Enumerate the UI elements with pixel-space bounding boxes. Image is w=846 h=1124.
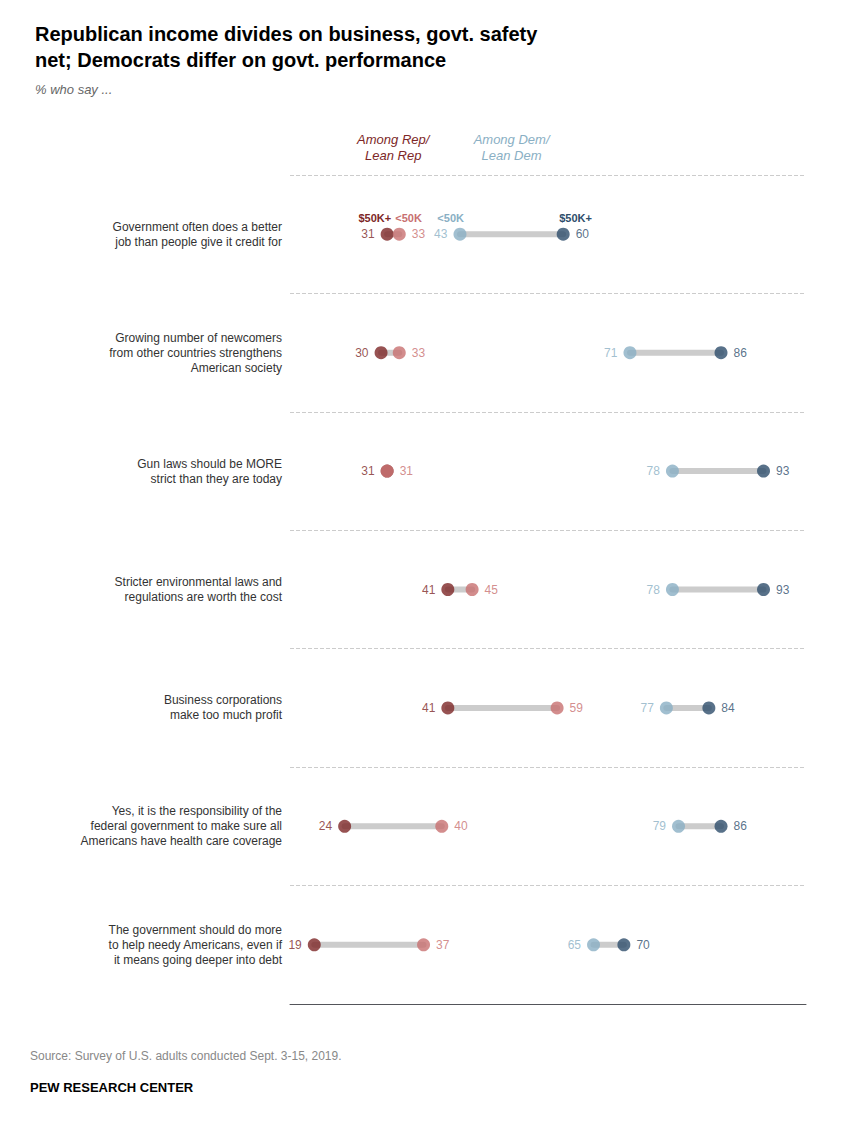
svg-text:93: 93 [776, 464, 790, 478]
svg-text:Americans have health care cov: Americans have health care coverage [81, 834, 283, 848]
svg-text:31: 31 [361, 227, 375, 241]
svg-text:71: 71 [604, 346, 618, 360]
svg-text:60: 60 [576, 227, 590, 241]
svg-text:$50K+: $50K+ [559, 212, 592, 224]
svg-text:from other countries strengthe: from other countries strengthens [109, 346, 282, 360]
svg-text:Gun laws should be MORE: Gun laws should be MORE [137, 457, 282, 471]
svg-text:93: 93 [776, 583, 790, 597]
svg-text:$50K+: $50K+ [358, 212, 391, 224]
svg-text:70: 70 [636, 938, 650, 952]
svg-text:33: 33 [412, 227, 426, 241]
svg-text:<50K: <50K [437, 212, 464, 224]
svg-text:Growing number of newcomers: Growing number of newcomers [115, 331, 282, 345]
svg-text:American society: American society [191, 361, 282, 375]
svg-text:Source: Survey of U.S. adults: Source: Survey of U.S. adults conducted … [30, 1049, 342, 1063]
svg-text:78: 78 [647, 583, 661, 597]
svg-text:strict than they are today: strict than they are today [151, 472, 282, 486]
svg-text:19: 19 [288, 938, 302, 952]
svg-text:net; Democrats differ on govt.: net; Democrats differ on govt. performan… [35, 49, 446, 71]
svg-text:31: 31 [400, 464, 414, 478]
svg-text:37: 37 [436, 938, 450, 952]
svg-text:<50K: <50K [395, 212, 422, 224]
svg-text:make too much profit: make too much profit [170, 708, 283, 722]
svg-text:65: 65 [568, 938, 582, 952]
svg-text:Republican income divides on b: Republican income divides on business, g… [35, 23, 538, 45]
svg-text:% who say ...: % who say ... [35, 82, 112, 97]
svg-text:24: 24 [319, 819, 333, 833]
svg-text:Lean Rep: Lean Rep [365, 148, 421, 163]
svg-text:43: 43 [434, 227, 448, 241]
svg-text:84: 84 [721, 701, 735, 715]
svg-text:Government often does a better: Government often does a better [113, 220, 282, 234]
svg-text:86: 86 [734, 819, 748, 833]
svg-text:Yes, it is the responsibility: Yes, it is the responsibility of the [112, 804, 283, 818]
svg-text:to help needy Americans, even: to help needy Americans, even if [109, 938, 283, 952]
svg-text:PEW RESEARCH CENTER: PEW RESEARCH CENTER [30, 1080, 194, 1095]
svg-text:33: 33 [412, 346, 426, 360]
svg-text:job than people give it credit: job than people give it credit for [114, 235, 282, 249]
svg-text:Business corporations: Business corporations [164, 693, 282, 707]
svg-text:Stricter environmental laws an: Stricter environmental laws and [115, 575, 282, 589]
svg-text:77: 77 [641, 701, 655, 715]
svg-text:31: 31 [361, 464, 375, 478]
svg-text:federal government to make sur: federal government to make sure all [91, 819, 282, 833]
svg-text:The government should do more: The government should do more [109, 923, 283, 937]
svg-text:regulations are worth the cost: regulations are worth the cost [125, 590, 283, 604]
svg-text:Among Rep/: Among Rep/ [356, 132, 431, 147]
svg-text:59: 59 [570, 701, 584, 715]
svg-text:45: 45 [485, 583, 499, 597]
svg-text:78: 78 [647, 464, 661, 478]
svg-text:86: 86 [734, 346, 748, 360]
svg-text:it means going deeper into deb: it means going deeper into debt [114, 953, 283, 967]
svg-text:40: 40 [454, 819, 468, 833]
svg-text:41: 41 [422, 583, 436, 597]
svg-text:41: 41 [422, 701, 436, 715]
svg-text:Lean Dem: Lean Dem [482, 148, 542, 163]
svg-text:79: 79 [653, 819, 667, 833]
svg-text:30: 30 [355, 346, 369, 360]
svg-text:Among Dem/: Among Dem/ [473, 132, 551, 147]
